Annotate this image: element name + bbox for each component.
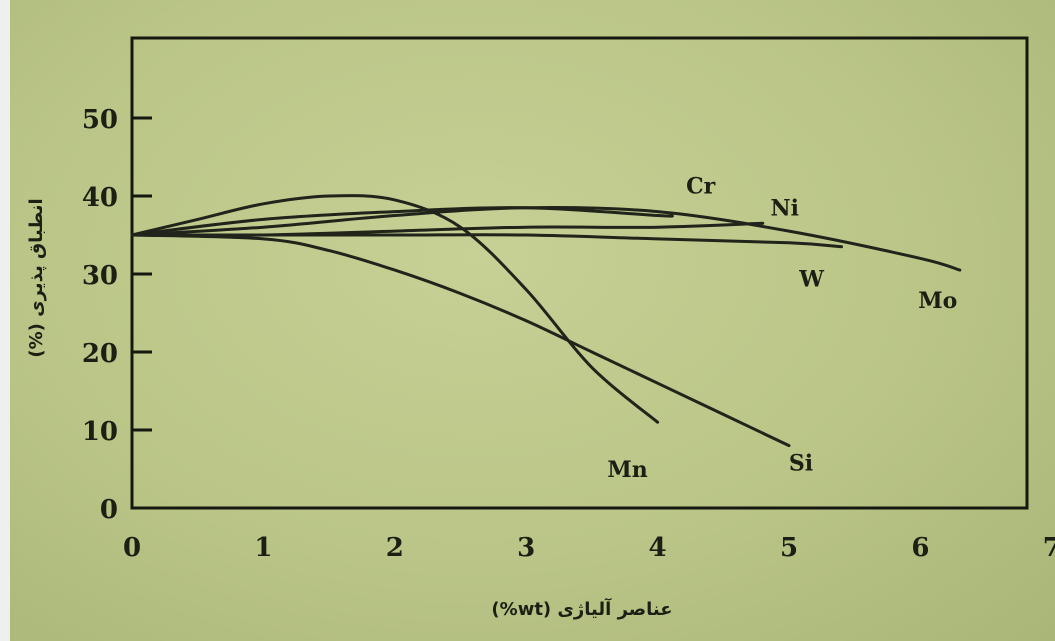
series-label-si: Si bbox=[789, 451, 813, 477]
series-line-mn bbox=[130, 194, 660, 424]
x-tick-label: 3 bbox=[517, 533, 535, 563]
series-label-ni: Ni bbox=[770, 195, 798, 221]
x-tick-label: 0 bbox=[123, 533, 141, 563]
y-tick-label: 30 bbox=[82, 261, 118, 291]
x-tick-label: 4 bbox=[649, 533, 667, 563]
y-tick-label: 20 bbox=[82, 339, 118, 369]
series-labels: Cr Ni W Mo Mn Si bbox=[607, 174, 957, 484]
series-line-mo bbox=[130, 205, 962, 272]
y-axis-ticks: 0 10 20 30 40 50 bbox=[82, 105, 152, 525]
series-label-mo: Mo bbox=[918, 288, 957, 314]
window-edge bbox=[0, 0, 10, 641]
series-label-w: W bbox=[798, 267, 824, 293]
series-label-cr: Cr bbox=[686, 174, 716, 200]
y-tick-label: 10 bbox=[82, 417, 118, 447]
y-tick-label: 0 bbox=[100, 495, 118, 525]
x-tick-label: 2 bbox=[386, 533, 404, 563]
x-tick-label: 1 bbox=[254, 533, 272, 563]
y-axis-title: انطباق پذیری (%) bbox=[26, 198, 47, 357]
y-tick-label: 40 bbox=[82, 183, 118, 213]
series-line-cr bbox=[130, 206, 674, 237]
plot-area bbox=[130, 36, 1029, 510]
series-label-mn: Mn bbox=[607, 457, 647, 483]
x-tick-label: 5 bbox=[780, 533, 798, 563]
x-axis-title: عناصر آلیاژی (wt%) bbox=[491, 597, 672, 620]
series-line-si bbox=[130, 233, 791, 448]
x-axis-tick-labels: 0 1 2 3 4 5 6 7 bbox=[123, 533, 1055, 563]
series-lines bbox=[130, 194, 962, 448]
x-tick-label: 6 bbox=[911, 533, 929, 563]
series-line-w bbox=[130, 233, 844, 249]
y-tick-label: 50 bbox=[82, 105, 118, 135]
x-tick-label: 7 bbox=[1043, 533, 1055, 563]
